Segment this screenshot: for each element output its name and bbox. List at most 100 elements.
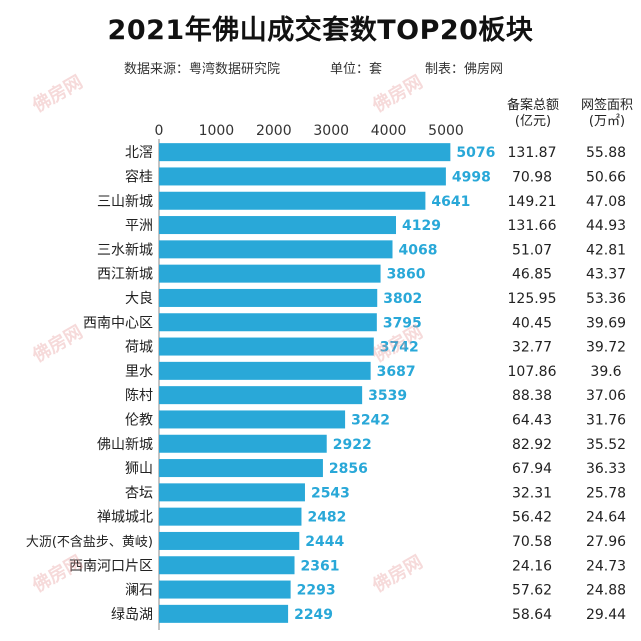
category-label: 荷城 — [125, 340, 153, 356]
category-label: 三山新城 — [97, 194, 153, 210]
area-value: 47.08 — [586, 194, 626, 210]
area-value: 50.66 — [586, 169, 626, 185]
x-tick-label: 4000 — [371, 123, 407, 139]
x-tick-label: 1000 — [199, 123, 235, 139]
data-label: 4641 — [431, 194, 470, 210]
area-value: 25.78 — [586, 485, 626, 501]
category-label: 大良 — [125, 291, 153, 307]
data-label: 3539 — [368, 388, 407, 404]
data-label: 2543 — [311, 485, 350, 501]
category-label: 容桂 — [125, 168, 153, 185]
data-source-text: 数据来源：粤湾数据研究院 — [124, 62, 281, 77]
amount-value: 82.92 — [512, 437, 552, 453]
made-by-text: 制表：佛房网 — [425, 62, 504, 77]
data-label: 3242 — [351, 412, 390, 428]
x-tick-label: 3000 — [313, 123, 349, 139]
data-label: 2856 — [329, 461, 368, 477]
bar — [159, 240, 393, 259]
category-label: 北滘 — [125, 145, 153, 161]
data-label: 5076 — [456, 145, 495, 161]
bar — [159, 191, 426, 210]
category-label: 狮山 — [125, 461, 153, 477]
data-label: 2361 — [301, 558, 340, 574]
amount-value: 131.87 — [508, 145, 557, 161]
data-label: 4129 — [402, 218, 441, 234]
amount-value: 70.98 — [512, 169, 552, 185]
bar — [159, 531, 300, 550]
category-label: 佛山新城 — [97, 437, 153, 453]
bar — [159, 337, 374, 356]
area-header-line1: 网签面积 — [580, 98, 633, 113]
data-label: 2249 — [294, 607, 333, 623]
amount-value: 67.94 — [512, 461, 552, 477]
area-header-line2: (万㎡) — [588, 114, 626, 129]
bar — [159, 143, 451, 162]
category-label: 绿岛湖 — [111, 607, 153, 623]
amount-value: 70.58 — [512, 534, 552, 550]
bar — [159, 580, 291, 599]
amount-value: 149.21 — [508, 194, 557, 210]
bar — [159, 507, 302, 526]
area-value: 55.88 — [586, 145, 626, 161]
bar — [159, 459, 323, 478]
data-label: 2482 — [307, 510, 346, 526]
area-value: 35.52 — [586, 437, 626, 453]
area-value: 39.6 — [590, 364, 621, 380]
bar — [159, 410, 346, 429]
data-label: 2444 — [305, 534, 344, 550]
x-tick-label: 5000 — [428, 123, 464, 139]
amount-value: 107.86 — [508, 364, 557, 380]
area-value: 37.06 — [586, 388, 626, 404]
area-value: 44.93 — [586, 218, 626, 234]
bar — [159, 264, 381, 283]
bar — [159, 483, 305, 502]
bar — [159, 434, 327, 453]
amount-value: 58.64 — [512, 607, 552, 623]
category-label: 西南河口片区 — [69, 558, 153, 574]
data-label: 4998 — [452, 169, 491, 185]
category-label: 澜石 — [125, 583, 153, 599]
area-value: 24.73 — [586, 558, 626, 574]
area-value: 39.72 — [586, 340, 626, 356]
area-value: 42.81 — [586, 242, 626, 258]
bar — [159, 556, 295, 575]
category-label: 大沥(不含盐步、黄岐) — [26, 534, 153, 550]
bar — [159, 386, 363, 405]
area-value: 29.44 — [586, 607, 626, 623]
data-label: 3795 — [383, 315, 422, 331]
amount-value: 125.95 — [508, 291, 557, 307]
category-label: 禅城城北 — [97, 510, 153, 526]
amount-header-line1: 备案总额 — [506, 98, 559, 113]
bar — [159, 167, 446, 186]
amount-column-header: 备案总额 (亿元) — [498, 98, 568, 130]
area-value: 53.36 — [586, 291, 626, 307]
category-label: 里水 — [125, 364, 153, 380]
data-label: 2293 — [297, 583, 336, 599]
category-label: 西南中心区 — [83, 315, 153, 331]
amount-value: 88.38 — [512, 388, 552, 404]
data-label: 2922 — [333, 437, 372, 453]
amount-value: 131.66 — [508, 218, 557, 234]
bar — [159, 361, 371, 380]
data-label: 3687 — [377, 364, 416, 380]
area-column-header: 网签面积 (万㎡) — [572, 98, 641, 130]
amount-value: 32.31 — [512, 485, 552, 501]
area-value: 31.76 — [586, 412, 626, 428]
bar — [159, 604, 289, 623]
area-value: 39.69 — [586, 315, 626, 331]
area-value: 43.37 — [586, 267, 626, 283]
amount-value: 57.62 — [512, 583, 552, 599]
amount-value: 40.45 — [512, 315, 552, 331]
category-label: 伦教 — [125, 412, 153, 428]
category-label: 平洲 — [125, 218, 153, 234]
bar — [159, 216, 397, 235]
area-value: 24.64 — [586, 510, 626, 526]
category-label: 杏坛 — [125, 485, 153, 501]
amount-value: 24.16 — [512, 558, 552, 574]
category-label: 三水新城 — [97, 242, 153, 258]
amount-value: 64.43 — [512, 412, 552, 428]
bar — [159, 313, 377, 332]
amount-header-line2: (亿元) — [514, 114, 552, 129]
area-value: 27.96 — [586, 534, 626, 550]
